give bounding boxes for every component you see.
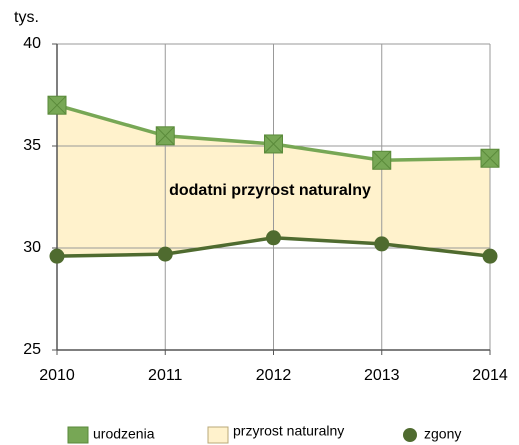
marker — [264, 134, 283, 154]
y-tick-label: 30 — [23, 239, 41, 256]
legend-swatch — [67, 426, 89, 444]
x-tick-label: 2014 — [472, 367, 508, 384]
annotation: dodatni przyrost naturalny — [169, 182, 371, 199]
marker — [480, 148, 500, 168]
y-tick-label: 40 — [23, 35, 41, 52]
marker — [266, 230, 281, 246]
marker — [155, 126, 175, 146]
y-unit-label: tys. — [14, 9, 39, 26]
y-tick-label: 35 — [23, 137, 41, 154]
marker — [49, 248, 65, 264]
x-tick-label: 2013 — [364, 367, 400, 384]
marker — [372, 150, 392, 170]
x-tick-label: 2011 — [148, 367, 183, 384]
marker — [374, 236, 390, 252]
legend-swatch — [403, 428, 417, 442]
legend-label: przyrost naturalny — [233, 423, 344, 439]
legend-label: urodzenia — [93, 426, 155, 442]
x-tick-label: 2012 — [256, 367, 292, 384]
y-tick-label: 25 — [23, 341, 41, 358]
legend-label: zgony — [424, 426, 461, 442]
marker — [47, 95, 67, 115]
x-tick-label: 2010 — [39, 367, 75, 384]
marker — [482, 248, 498, 264]
legend-swatch — [207, 426, 229, 444]
marker — [157, 246, 173, 262]
